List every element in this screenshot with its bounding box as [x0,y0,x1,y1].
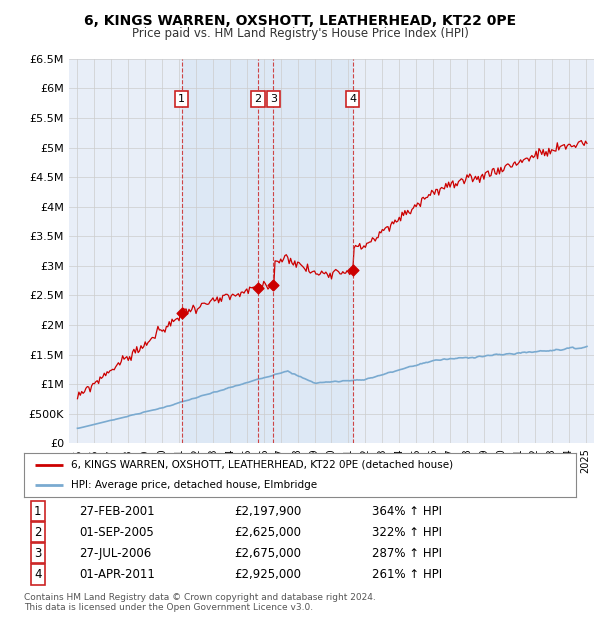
Text: 364% ↑ HPI: 364% ↑ HPI [372,505,442,518]
Text: 01-SEP-2005: 01-SEP-2005 [79,526,154,539]
Text: 1: 1 [34,505,41,518]
Text: 2: 2 [34,526,41,539]
Text: 1: 1 [178,94,185,104]
Text: Contains HM Land Registry data © Crown copyright and database right 2024.
This d: Contains HM Land Registry data © Crown c… [24,593,376,612]
Text: 01-APR-2011: 01-APR-2011 [79,568,155,581]
Point [253,283,263,293]
Text: 27-JUL-2006: 27-JUL-2006 [79,547,151,560]
Text: £2,625,000: £2,625,000 [234,526,301,539]
Text: 322% ↑ HPI: 322% ↑ HPI [372,526,442,539]
Text: HPI: Average price, detached house, Elmbridge: HPI: Average price, detached house, Elmb… [71,480,317,490]
Text: £2,925,000: £2,925,000 [234,568,301,581]
Text: 6, KINGS WARREN, OXSHOTT, LEATHERHEAD, KT22 0PE: 6, KINGS WARREN, OXSHOTT, LEATHERHEAD, K… [84,14,516,28]
Text: 3: 3 [34,547,41,560]
Text: 2: 2 [254,94,262,104]
Text: Price paid vs. HM Land Registry's House Price Index (HPI): Price paid vs. HM Land Registry's House … [131,27,469,40]
Bar [182,59,353,443]
Text: 4: 4 [34,568,41,581]
Text: 27-FEB-2001: 27-FEB-2001 [79,505,155,518]
Text: £2,675,000: £2,675,000 [234,547,301,560]
Point [269,280,278,290]
Text: £2,197,900: £2,197,900 [234,505,301,518]
Text: 4: 4 [349,94,356,104]
Text: 6, KINGS WARREN, OXSHOTT, LEATHERHEAD, KT22 0PE (detached house): 6, KINGS WARREN, OXSHOTT, LEATHERHEAD, K… [71,459,453,470]
Text: 3: 3 [270,94,277,104]
Point [177,308,187,318]
Text: 261% ↑ HPI: 261% ↑ HPI [372,568,442,581]
Text: 287% ↑ HPI: 287% ↑ HPI [372,547,442,560]
Point [348,265,358,275]
